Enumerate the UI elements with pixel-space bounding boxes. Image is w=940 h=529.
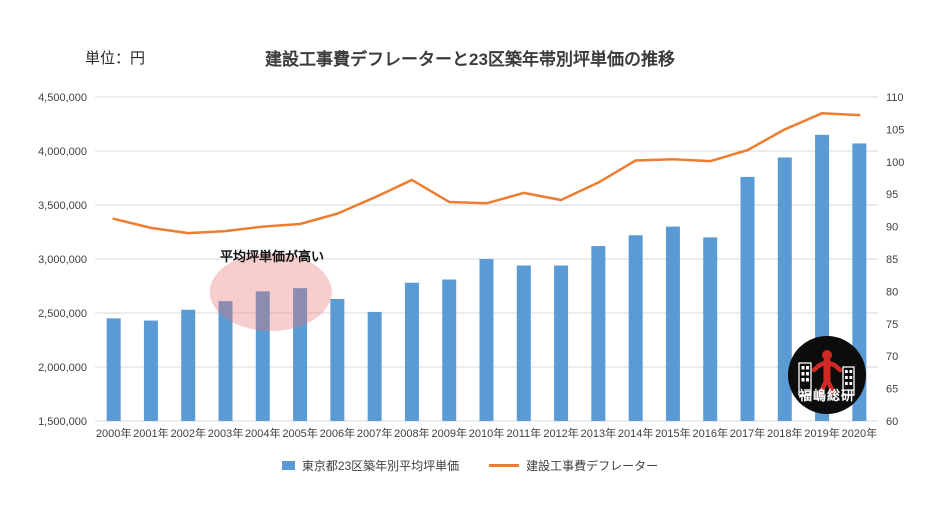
bar-2012年 xyxy=(554,265,569,421)
left-axis-tick: 2,000,000 xyxy=(38,362,87,374)
bar-2008年 xyxy=(404,282,419,421)
x-axis-label: 2000年 xyxy=(96,426,131,440)
right-axis-tick: 65 xyxy=(886,384,898,396)
bar-2004年 xyxy=(255,291,270,421)
fukushima-souken-logo: 福嶋総研 xyxy=(787,335,867,415)
bar-2014年 xyxy=(628,235,643,421)
annotation-label: 平均坪単価が高い xyxy=(219,249,324,264)
x-axis-label: 2004年 xyxy=(245,426,280,440)
logo-text: 福嶋総研 xyxy=(798,388,855,403)
bar-series-swatch xyxy=(281,461,295,470)
chart-title: 建設工事費デフレーターと23区築年帯別坪単価の推移 xyxy=(265,50,675,69)
x-axis-label: 2009年 xyxy=(431,426,466,440)
right-axis-tick: 60 xyxy=(886,416,898,428)
x-axis-label: 2002年 xyxy=(170,426,205,440)
line-series-swatch xyxy=(489,464,520,467)
left-axis-tick: 1,500,000 xyxy=(38,416,87,428)
x-axis-label: 2001年 xyxy=(133,426,168,440)
x-axis-label: 2014年 xyxy=(618,426,653,440)
x-axis-label: 2010年 xyxy=(469,426,504,440)
x-axis-label: 2016年 xyxy=(692,426,727,440)
x-axis-label: 2013年 xyxy=(581,426,616,440)
chart-legend: 東京都23区築年別平均坪単価 建設工事費デフレーター xyxy=(0,457,940,474)
legend-item-bar-series: 東京都23区築年別平均坪単価 xyxy=(281,457,460,474)
bar-2017年 xyxy=(740,176,755,421)
left-axis-tick: 4,000,000 xyxy=(38,146,87,158)
chart-plot-area: 1,500,000 2,000,000 2,500,000 3,000,000 3,50… xyxy=(38,92,904,440)
bar-series-label: 東京都23区築年別平均坪単価 xyxy=(301,459,460,473)
right-axis-tick: 90 xyxy=(886,222,898,234)
left-axis-tick: 3,500,000 xyxy=(38,200,87,212)
x-axis-label: 2020年 xyxy=(842,426,877,440)
legend-item-line-series: 建設工事費デフレーター xyxy=(489,457,658,474)
bar-2016年 xyxy=(703,237,718,421)
x-axis-label: 2019年 xyxy=(804,426,839,440)
right-axis-tick: 70 xyxy=(886,351,898,363)
right-axis-tick: 110 xyxy=(886,92,904,104)
left-axis-tick: 2,500,000 xyxy=(38,308,87,320)
left-axis-tick: 3,000,000 xyxy=(38,254,87,266)
unit-label: 単位：円 xyxy=(85,50,146,67)
logo-graphic xyxy=(788,336,866,414)
bar-2002年 xyxy=(181,309,196,421)
x-axis-label: 2017年 xyxy=(730,426,765,440)
logo-building-outlines-icon xyxy=(798,362,855,396)
logo-person-icon xyxy=(811,350,843,396)
deflator-line xyxy=(112,111,861,235)
x-axis-label: 2012年 xyxy=(543,426,578,440)
bar-2005年 xyxy=(293,288,308,421)
right-axis-tick: 105 xyxy=(886,124,904,136)
x-axis-label: 2005年 xyxy=(282,426,317,440)
bar-2011年 xyxy=(516,265,531,421)
bar-2015年 xyxy=(665,226,680,421)
annotation-ellipse xyxy=(209,253,332,331)
x-axis-label: 2011年 xyxy=(506,426,541,440)
bar-2007年 xyxy=(367,311,382,421)
bar-2010年 xyxy=(479,259,494,421)
bar-2003年 xyxy=(218,301,233,421)
x-axis-label: 2018年 xyxy=(767,426,802,440)
right-axis-tick: 80 xyxy=(886,286,898,298)
x-axis-label: 2015年 xyxy=(655,426,690,440)
logo-building-windows-icon xyxy=(801,366,853,385)
bar-2001年 xyxy=(143,320,158,421)
right-axis-tick: 100 xyxy=(886,157,904,169)
bar-2000年 xyxy=(106,318,121,421)
right-axis-tick: 85 xyxy=(886,254,898,266)
bar-2018年 xyxy=(777,157,792,422)
line-series-label: 建設工事費デフレーター xyxy=(526,459,659,473)
bar-2009年 xyxy=(442,279,457,421)
bar-2006年 xyxy=(330,298,345,421)
right-axis-tick: 75 xyxy=(886,319,898,331)
bar-2013年 xyxy=(591,246,606,421)
right-axis-tick: 95 xyxy=(886,189,898,201)
x-axis-label: 2007年 xyxy=(357,426,392,440)
x-axis-label: 2003年 xyxy=(208,426,243,440)
x-axis-label: 2006年 xyxy=(320,426,355,440)
x-axis-label: 2008年 xyxy=(394,426,429,440)
left-axis-tick: 4,500,000 xyxy=(38,92,87,104)
